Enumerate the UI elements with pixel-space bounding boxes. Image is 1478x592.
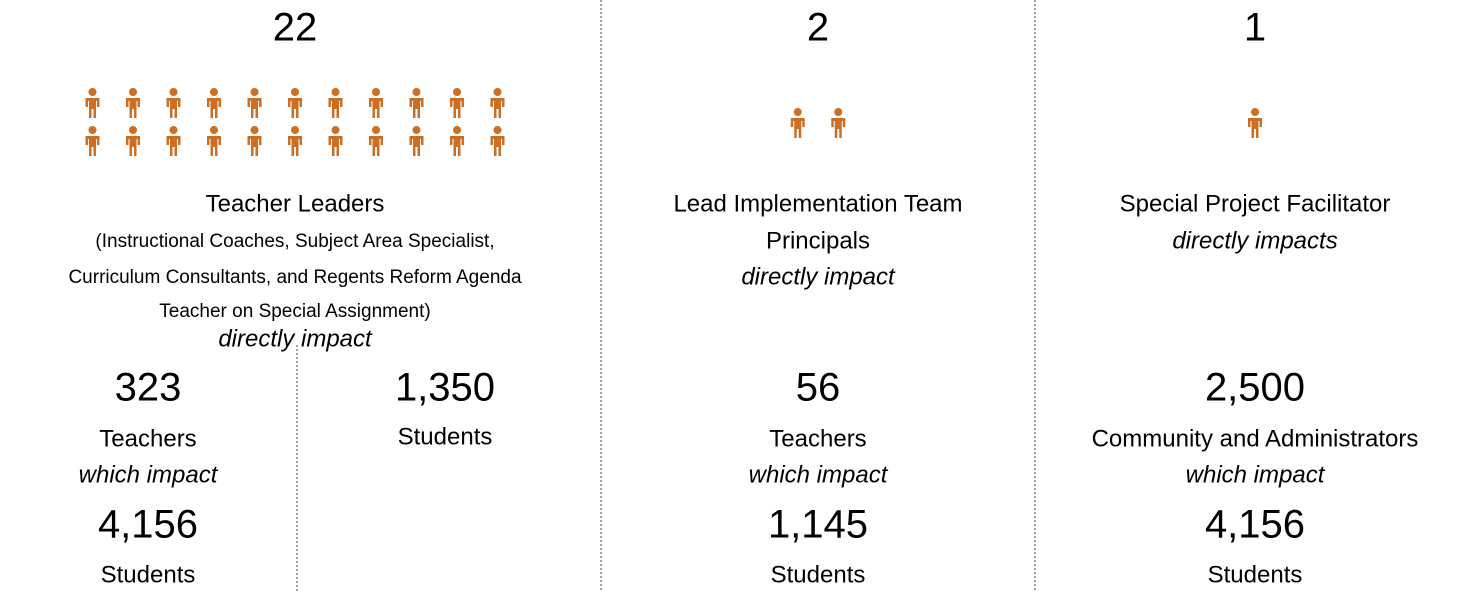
person-icon xyxy=(166,88,181,118)
count: 2 xyxy=(807,6,829,50)
impact-number: 1,350 xyxy=(395,366,495,410)
person-icon xyxy=(831,108,846,138)
role-title: Special Project Facilitator xyxy=(1120,190,1391,217)
person-icon xyxy=(409,126,424,156)
person-icon xyxy=(207,88,221,118)
impact-label: Students xyxy=(398,423,493,450)
impact-number: 56 xyxy=(796,366,841,410)
person-icon xyxy=(247,88,262,118)
person-icon xyxy=(450,126,464,156)
role-detail: (Instructional Coaches, Subject Area Spe… xyxy=(95,231,494,252)
person-icon xyxy=(450,88,464,118)
person-icon xyxy=(166,126,181,156)
impact-label: Teachers xyxy=(99,425,196,452)
person-icon xyxy=(288,88,302,118)
person-icon xyxy=(247,126,262,156)
count: 1 xyxy=(1244,6,1266,50)
count: 22 xyxy=(273,6,318,50)
person-icon xyxy=(328,88,343,118)
person-icon xyxy=(409,88,424,118)
person-icon xyxy=(85,88,100,118)
impact-number: 4,156 xyxy=(98,503,198,547)
verb: directly impact xyxy=(218,325,373,352)
person-icon xyxy=(207,126,221,156)
person-icon xyxy=(369,126,383,156)
role-title: Lead Implementation Team xyxy=(673,190,962,217)
impact-label: Students xyxy=(771,561,866,588)
role-detail: Curriculum Consultants, and Regents Refo… xyxy=(68,267,522,288)
impact-label: Community and Administrators xyxy=(1092,425,1419,452)
person-icon xyxy=(85,126,100,156)
role-title: Principals xyxy=(766,227,870,254)
person-icon xyxy=(369,88,383,118)
impact-number: 4,156 xyxy=(1205,503,1305,547)
person-icon xyxy=(126,88,140,118)
verb: which impact xyxy=(749,461,889,488)
verb: which impact xyxy=(79,461,219,488)
person-icon xyxy=(288,126,302,156)
verb: directly impact xyxy=(741,263,896,290)
verb: which impact xyxy=(1186,461,1326,488)
impact-label: Students xyxy=(101,561,196,588)
impact-number: 2,500 xyxy=(1205,366,1305,410)
impact-label: Students xyxy=(1208,561,1303,588)
person-icon xyxy=(790,108,805,138)
person-icon xyxy=(126,126,140,156)
role-title: Teacher Leaders xyxy=(206,190,385,217)
person-icon xyxy=(490,88,505,118)
role-detail: Teacher on Special Assignment) xyxy=(159,301,430,322)
person-icon xyxy=(490,126,505,156)
person-icon xyxy=(328,126,343,156)
verb: directly impacts xyxy=(1172,227,1337,254)
person-icon xyxy=(1248,108,1262,138)
impact-label: Teachers xyxy=(769,425,866,452)
impact-number: 1,145 xyxy=(768,503,868,547)
impact-number: 323 xyxy=(115,366,182,410)
